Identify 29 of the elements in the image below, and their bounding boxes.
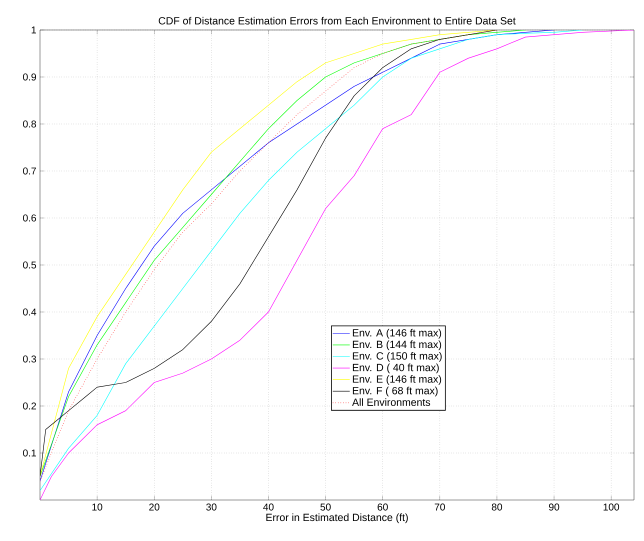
legend-label: Env. B (144 ft max)	[352, 340, 442, 350]
chart-title: CDF of Distance Estimation Errors from Each Environment to Entire Data Set	[158, 16, 516, 25]
y-tick-label: 0.4	[23, 308, 36, 316]
x-tick-label: 40	[263, 504, 274, 511]
x-tick-label: 20	[149, 504, 160, 511]
x-axis-title: Error in Estimated Distance (ft)	[266, 513, 408, 524]
y-tick-label: 0.3	[23, 355, 36, 363]
x-tick-label: 90	[548, 504, 560, 511]
legend-label: Env. E (146 ft max)	[352, 375, 442, 385]
legend-label: All Environments	[352, 398, 430, 406]
x-tick-label: 100	[604, 504, 620, 511]
x-tick-label: 30	[206, 504, 217, 511]
y-tick-label: 1	[32, 26, 36, 34]
y-tick-label: 0.9	[23, 73, 36, 81]
x-tick-label: 10	[92, 504, 102, 511]
x-tick-label: 50	[320, 504, 331, 511]
y-tick-label: 0.1	[23, 449, 36, 457]
y-tick-label: 0.2	[23, 402, 36, 410]
legend-label: Env. C (150 ft max)	[352, 352, 442, 362]
legend-label: Env. A (146 ft max)	[352, 328, 442, 339]
x-tick-label: 70	[434, 504, 445, 511]
y-tick-label: 0.7	[23, 167, 36, 175]
y-tick-label: 0.6	[23, 214, 36, 222]
legend-label: Env. F ( 68 ft max)	[352, 386, 438, 396]
y-tick-label: 0.8	[23, 120, 36, 128]
x-tick-label: 80	[492, 504, 502, 511]
x-tick-label: 60	[378, 504, 388, 511]
y-tick-label: 0.5	[23, 261, 36, 269]
legend-label: Env. D ( 40 ft max)	[352, 364, 439, 374]
